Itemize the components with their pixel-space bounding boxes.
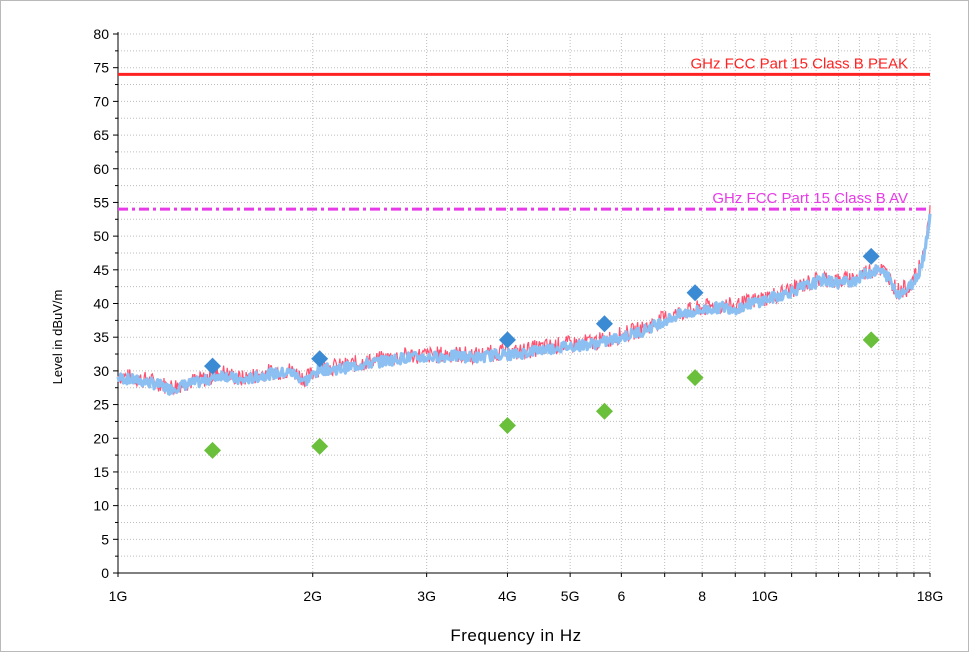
y-tick-label: 30: [93, 363, 109, 379]
y-axis-title: Level in dBuV/m: [50, 290, 65, 385]
average-trace: [116, 213, 932, 396]
y-tick-label: 45: [93, 262, 109, 278]
x-tick-label: 18G: [917, 588, 943, 604]
y-tick-label: 80: [93, 26, 109, 42]
y-tick-label: 40: [93, 296, 109, 312]
limit-lines: GHz FCC Part 15 Class B PEAK GHz FCC Part…: [118, 55, 930, 211]
average-marker: [498, 416, 516, 434]
average-marker: [686, 369, 704, 387]
peak-marker: [498, 331, 516, 349]
x-tick-label: 4G: [498, 588, 517, 604]
y-tick-label: 10: [93, 498, 109, 514]
x-tick-label: 6: [617, 588, 625, 604]
peak-marker: [686, 284, 704, 302]
y-tick-label: 70: [93, 93, 109, 109]
x-tick-label: 5G: [561, 588, 580, 604]
x-tick-label: 10G: [752, 588, 778, 604]
y-tick-label: 75: [93, 60, 109, 76]
y-tick-label: 5: [101, 531, 109, 547]
x-tick-label: 3G: [417, 588, 436, 604]
limit-label: GHz FCC Part 15 Class B AV: [712, 190, 908, 207]
average-marker: [204, 441, 222, 459]
limit-label: GHz FCC Part 15 Class B PEAK: [690, 55, 908, 72]
y-tick-label: 35: [93, 329, 109, 345]
axes: 0 5 10 15 20 25 30 35 40 45 50 55 60 65 70 75 80 1G 2G 3G 4G…: [93, 26, 943, 604]
average-marker: [862, 331, 880, 349]
y-tick-label: 60: [93, 161, 109, 177]
peak-marker: [595, 315, 613, 333]
y-tick-label: 65: [93, 127, 109, 143]
peak-trace: [117, 205, 931, 397]
x-tick-label: 2G: [303, 588, 322, 604]
grid: [117, 33, 931, 574]
average-marker: [311, 437, 329, 455]
y-tick-label: 55: [93, 194, 109, 210]
peak-marker: [311, 350, 329, 368]
average-marker: [595, 402, 613, 420]
x-tick-label: 8: [698, 588, 706, 604]
x-axis-title: Frequency in Hz: [450, 626, 581, 645]
x-tick-label: 1G: [109, 588, 128, 604]
markers: [204, 247, 880, 459]
axis-labels: Level in dBuV/m Frequency in Hz: [50, 290, 581, 645]
peak-marker: [862, 247, 880, 265]
y-tick-label: 50: [93, 228, 109, 244]
traces: [116, 205, 932, 397]
y-tick-label: 25: [93, 397, 109, 413]
peak-marker: [204, 357, 222, 375]
y-tick-label: 0: [101, 565, 109, 581]
y-tick-label: 20: [93, 430, 109, 446]
y-tick-label: 15: [93, 464, 109, 480]
